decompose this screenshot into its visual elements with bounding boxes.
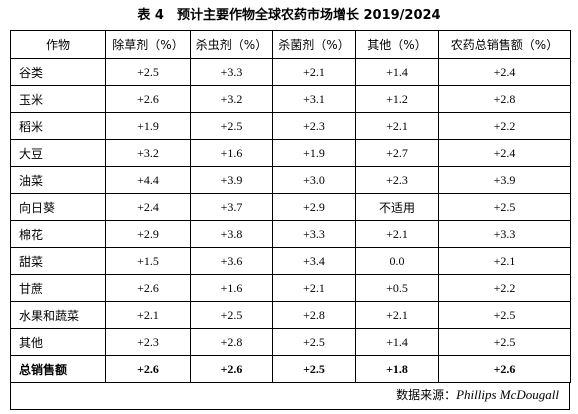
cell: 除草剂（%） — [105, 30, 191, 59]
row-label: 谷类 — [10, 58, 106, 86]
row-label: 棉花 — [10, 220, 106, 248]
cell: 其他（%） — [355, 30, 439, 59]
cell: +3.8 — [190, 220, 273, 248]
cell: +2.7 — [355, 139, 439, 167]
cell: +2.3 — [105, 328, 191, 356]
cell: +3.6 — [190, 247, 273, 275]
cell: +2.4 — [438, 139, 571, 167]
table-row: 其他 +2.3 +2.8 +2.5 +1.4 +2.5 — [10, 328, 571, 356]
cell: +2.2 — [438, 274, 571, 302]
cell: +3.2 — [105, 139, 191, 167]
source-label: 数据来源： — [396, 388, 457, 402]
cell: +1.4 — [355, 58, 439, 86]
cell: +2.8 — [272, 301, 356, 329]
row-label: 玉米 — [10, 85, 106, 113]
cell: +2.5 — [272, 355, 356, 383]
cell: +1.8 — [355, 355, 439, 383]
cell: +3.2 — [190, 85, 273, 113]
cell: +2.5 — [190, 112, 273, 140]
cell: +2.1 — [355, 301, 439, 329]
cell: +3.3 — [190, 58, 273, 86]
cell: +2.2 — [438, 112, 571, 140]
cell: +1.9 — [105, 112, 191, 140]
cell: +1.6 — [190, 139, 273, 167]
cell: +2.5 — [272, 328, 356, 356]
cell: +2.1 — [438, 247, 571, 275]
table-row: 玉米 +2.6 +3.2 +3.1 +1.2 +2.8 — [10, 85, 571, 113]
cell: +3.3 — [438, 220, 571, 248]
cell: +2.1 — [355, 220, 439, 248]
cell: +2.1 — [105, 301, 191, 329]
cell: +3.9 — [438, 166, 571, 194]
cell: +2.1 — [355, 112, 439, 140]
cell: +2.8 — [190, 328, 273, 356]
cell: +3.4 — [272, 247, 356, 275]
row-label: 大豆 — [10, 139, 106, 167]
row-label: 甘蔗 — [10, 274, 106, 302]
cell: +2.9 — [105, 220, 191, 248]
cell: 0.0 — [355, 247, 439, 275]
row-label: 水果和蔬菜 — [10, 301, 106, 329]
cell: +2.1 — [272, 58, 356, 86]
cell: 农药总销售额（%） — [438, 30, 571, 59]
table-title: 表 4 预计主要作物全球农药市场增长 2019/2024 — [137, 8, 441, 23]
cell: +2.4 — [438, 58, 571, 86]
cell: +2.5 — [438, 301, 571, 329]
cell: +1.4 — [355, 328, 439, 356]
row-label: 油菜 — [10, 166, 106, 194]
cell: +3.0 — [272, 166, 356, 194]
row-label: 稻米 — [10, 112, 106, 140]
cell: 杀菌剂（%） — [272, 30, 356, 59]
table-row: 棉花 +2.9 +3.8 +3.3 +2.1 +3.3 — [10, 220, 571, 248]
data-table: 作物 除草剂（%） 杀虫剂（%） 杀菌剂（%） 其他（%） 农药总销售额（%） 谷类 +2.5… — [10, 30, 571, 383]
cell: +3.7 — [190, 193, 273, 221]
cell: +2.6 — [105, 355, 191, 383]
table-row: 谷类 +2.5 +3.3 +2.1 +1.4 +2.4 — [10, 58, 571, 86]
row-label: 向日葵 — [10, 193, 106, 221]
row-label: 甜菜 — [10, 247, 106, 275]
row-label: 作物 — [10, 30, 106, 59]
table-row: 水果和蔬菜 +2.1 +2.5 +2.8 +2.1 +2.5 — [10, 301, 571, 329]
source-note: 数据来源：Phillips McDougall — [10, 382, 570, 410]
cell: +2.5 — [438, 193, 571, 221]
cell: +1.2 — [355, 85, 439, 113]
cell: +2.4 — [105, 193, 191, 221]
cell: +3.3 — [272, 220, 356, 248]
cell: +4.4 — [105, 166, 191, 194]
cell: 不适用 — [355, 193, 439, 221]
cell: +1.9 — [272, 139, 356, 167]
cell: +2.8 — [438, 85, 571, 113]
cell: +2.5 — [190, 301, 273, 329]
table-row: 向日葵 +2.4 +3.7 +2.9 不适用 +2.5 — [10, 193, 571, 221]
cell: +2.5 — [105, 58, 191, 86]
cell: +2.6 — [190, 355, 273, 383]
cell: +2.5 — [438, 328, 571, 356]
cell: +2.6 — [438, 355, 571, 383]
source-name: Phillips McDougall — [456, 387, 559, 402]
cell: +2.1 — [272, 274, 356, 302]
table-row: 甘蔗 +2.6 +1.6 +2.1 +0.5 +2.2 — [10, 274, 571, 302]
cell: +0.5 — [355, 274, 439, 302]
cell: +2.6 — [105, 85, 191, 113]
cell: +3.1 — [272, 85, 356, 113]
cell: +2.6 — [105, 274, 191, 302]
cell: +2.3 — [272, 112, 356, 140]
cell: +2.3 — [355, 166, 439, 194]
header-row: 作物 除草剂（%） 杀虫剂（%） 杀菌剂（%） 其他（%） 农药总销售额（%） — [10, 30, 571, 59]
row-label: 总销售额 — [10, 355, 106, 383]
row-label: 其他 — [10, 328, 106, 356]
cell: 杀虫剂（%） — [190, 30, 273, 59]
cell: +1.6 — [190, 274, 273, 302]
table-row: 甜菜 +1.5 +3.6 +3.4 0.0 +2.1 — [10, 247, 571, 275]
table-row: 大豆 +3.2 +1.6 +1.9 +2.7 +2.4 — [10, 139, 571, 167]
table-row: 油菜 +4.4 +3.9 +3.0 +2.3 +3.9 — [10, 166, 571, 194]
table-row: 稻米 +1.9 +2.5 +2.3 +2.1 +2.2 — [10, 112, 571, 140]
cell: +2.9 — [272, 193, 356, 221]
cell: +1.5 — [105, 247, 191, 275]
total-row: 总销售额 +2.6 +2.6 +2.5 +1.8 +2.6 — [10, 355, 571, 383]
cell: +3.9 — [190, 166, 273, 194]
